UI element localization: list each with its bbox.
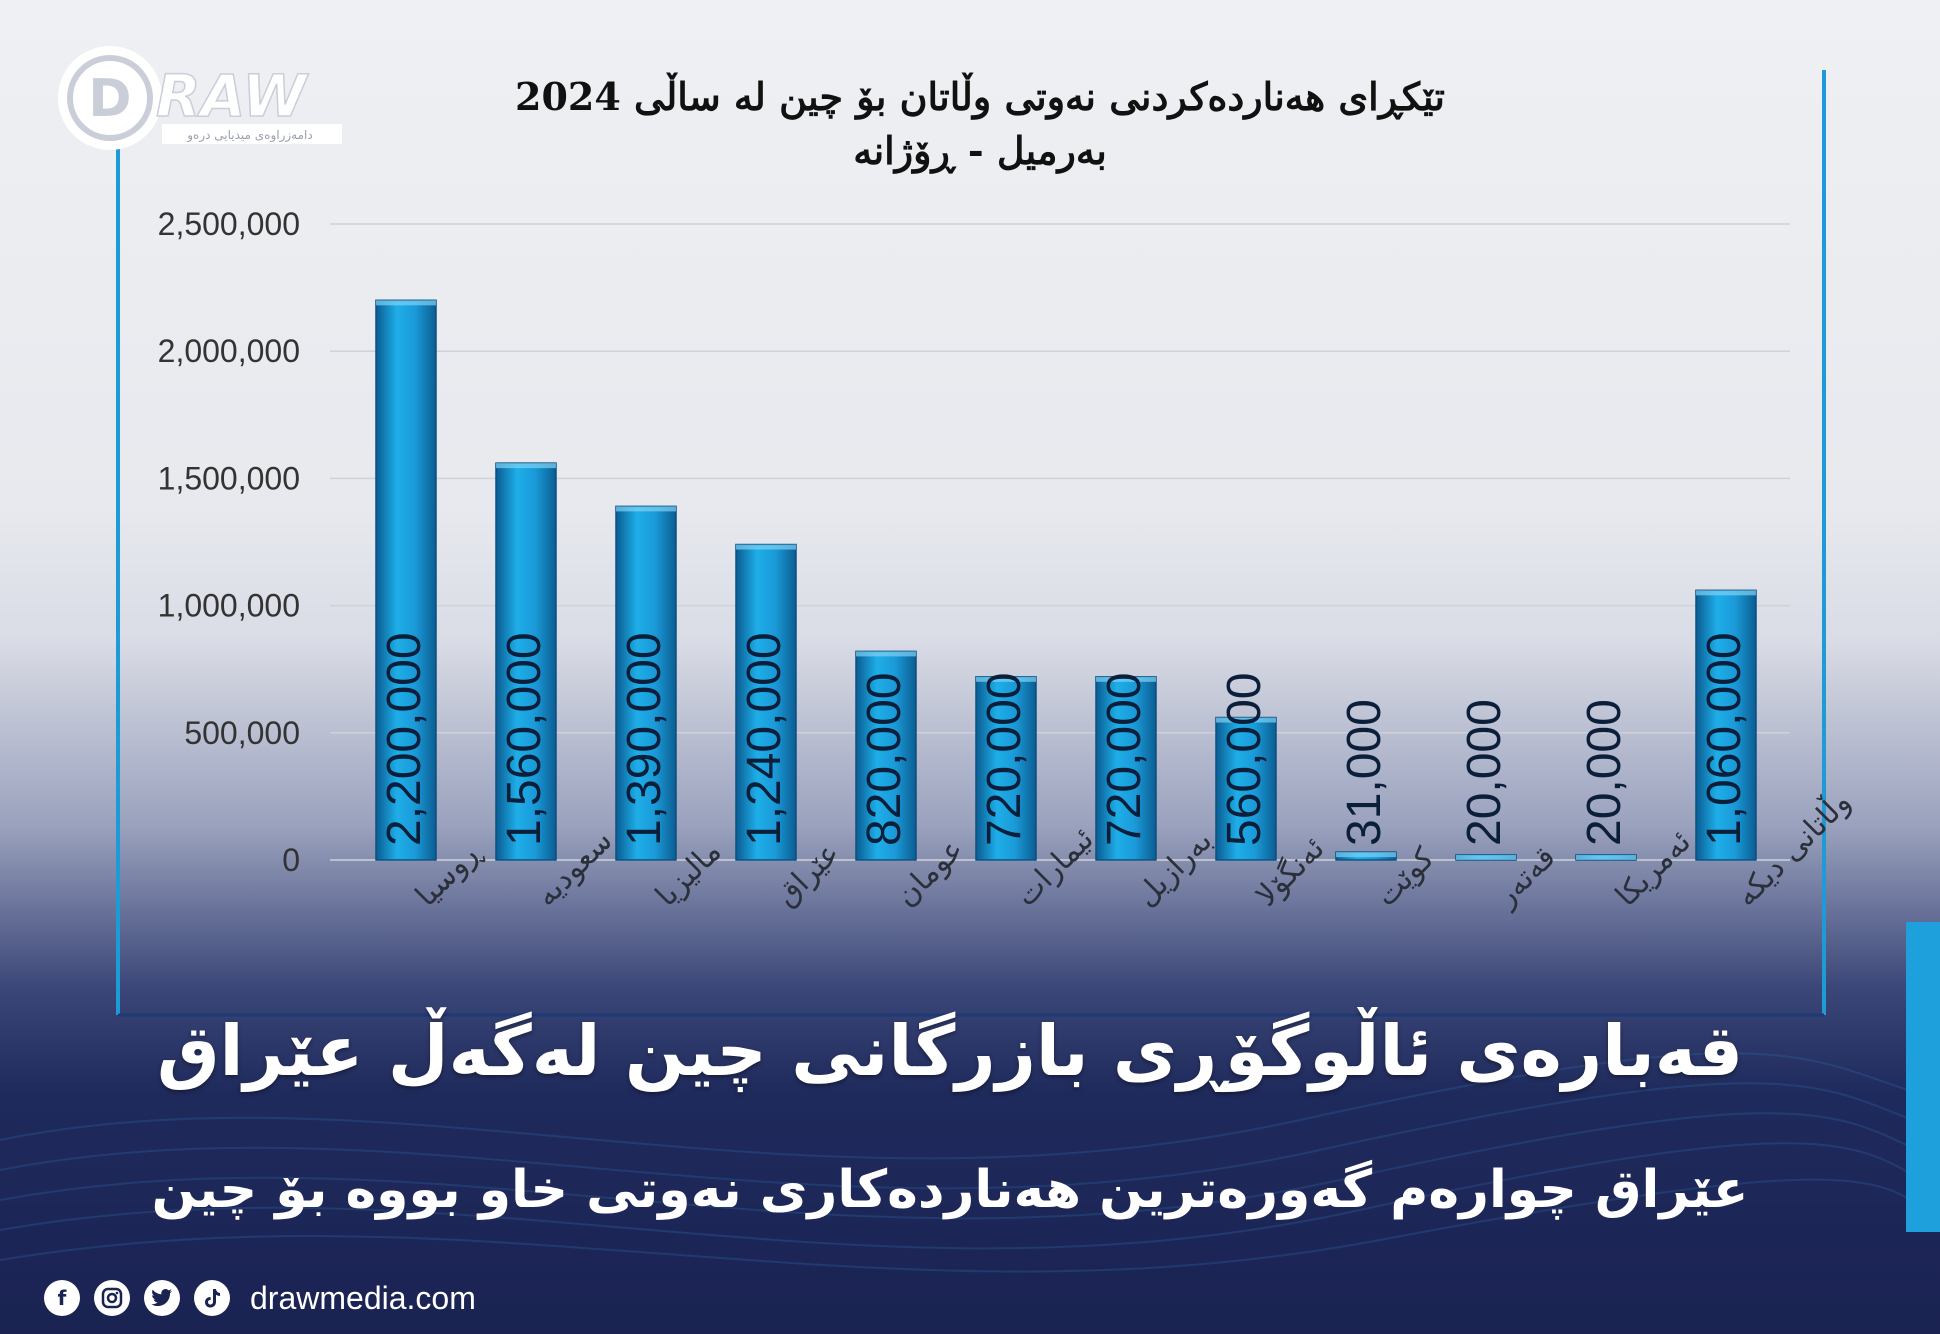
logo-tagline: دامەزراوەی میدیایی درەو	[186, 128, 312, 143]
data-label: 820,000	[858, 672, 911, 846]
logo-letter: D	[88, 69, 131, 129]
bar-top-highlight	[376, 300, 436, 306]
subheadline: عێراق چوارەم گەورەترین هەناردەکاری نەوتی…	[151, 1160, 1749, 1220]
y-tick-label: 500,000	[184, 715, 300, 751]
chart-frame	[116, 70, 1826, 1017]
chart-title-block: تێکڕای هەناردەکردنی نەوتی وڵاتان بۆ چین …	[280, 70, 1680, 178]
data-label: 720,000	[978, 672, 1031, 846]
bar-top-highlight	[856, 651, 916, 657]
footer: f drawmedia.com	[44, 1278, 476, 1318]
x-tick-label: قەتەر	[1487, 840, 1562, 915]
bar-top-highlight	[1336, 852, 1396, 858]
data-label: 2,200,000	[378, 632, 431, 846]
data-label: 1,560,000	[498, 632, 551, 846]
y-tick-label: 2,500,000	[158, 206, 300, 242]
bar	[1215, 716, 1277, 861]
chart-subtitle: بەرمیل - ڕۆژانە	[853, 128, 1107, 173]
bar	[735, 543, 797, 861]
bar-top-highlight	[496, 463, 556, 469]
twitter-icon[interactable]	[144, 1280, 180, 1316]
y-tick-label: 1,000,000	[158, 588, 300, 624]
bar	[975, 676, 1037, 861]
data-label: 20,000	[1458, 699, 1511, 846]
draw-logo: D RAW دامەزراوەی میدیایی درەو	[50, 40, 350, 160]
website-link[interactable]: drawmedia.com	[250, 1279, 476, 1316]
facebook-icon[interactable]: f	[44, 1280, 80, 1316]
instagram-icon[interactable]	[94, 1280, 130, 1316]
chart-title: تێکڕای هەناردەکردنی نەوتی وڵاتان بۆ چین …	[515, 74, 1445, 119]
bar-top-highlight	[976, 676, 1036, 682]
bar-top-highlight	[736, 544, 796, 550]
bar	[495, 462, 557, 861]
data-label: 1,060,000	[1698, 632, 1751, 846]
data-label: 31,000	[1338, 699, 1391, 846]
bar-top-highlight	[1216, 717, 1276, 723]
headline: قەبارەی ئاڵوگۆڕی بازرگانی چین لەگەڵ عێرا…	[156, 1010, 1744, 1092]
data-label: 1,390,000	[618, 632, 671, 846]
bar-top-highlight	[1696, 590, 1756, 596]
bar	[615, 505, 677, 861]
data-label: 1,240,000	[738, 632, 791, 846]
bar-top-highlight	[1456, 854, 1516, 860]
data-label: 720,000	[1098, 672, 1151, 846]
bar-top-highlight	[616, 506, 676, 512]
data-label: 560,000	[1218, 672, 1271, 846]
bar-top-highlight	[1576, 854, 1636, 860]
bar	[1695, 589, 1757, 861]
y-tick-label: 0	[282, 842, 300, 878]
bar	[375, 299, 437, 861]
y-tick-label: 2,000,000	[158, 333, 300, 369]
data-label: 20,000	[1578, 699, 1631, 846]
bar	[1095, 676, 1157, 861]
tiktok-icon[interactable]	[194, 1280, 230, 1316]
y-tick-label: 1,500,000	[158, 460, 300, 496]
bar-top-highlight	[1096, 676, 1156, 682]
accent-bar	[1906, 922, 1940, 1232]
bar	[855, 650, 917, 861]
logo-text: RAW	[156, 62, 309, 130]
